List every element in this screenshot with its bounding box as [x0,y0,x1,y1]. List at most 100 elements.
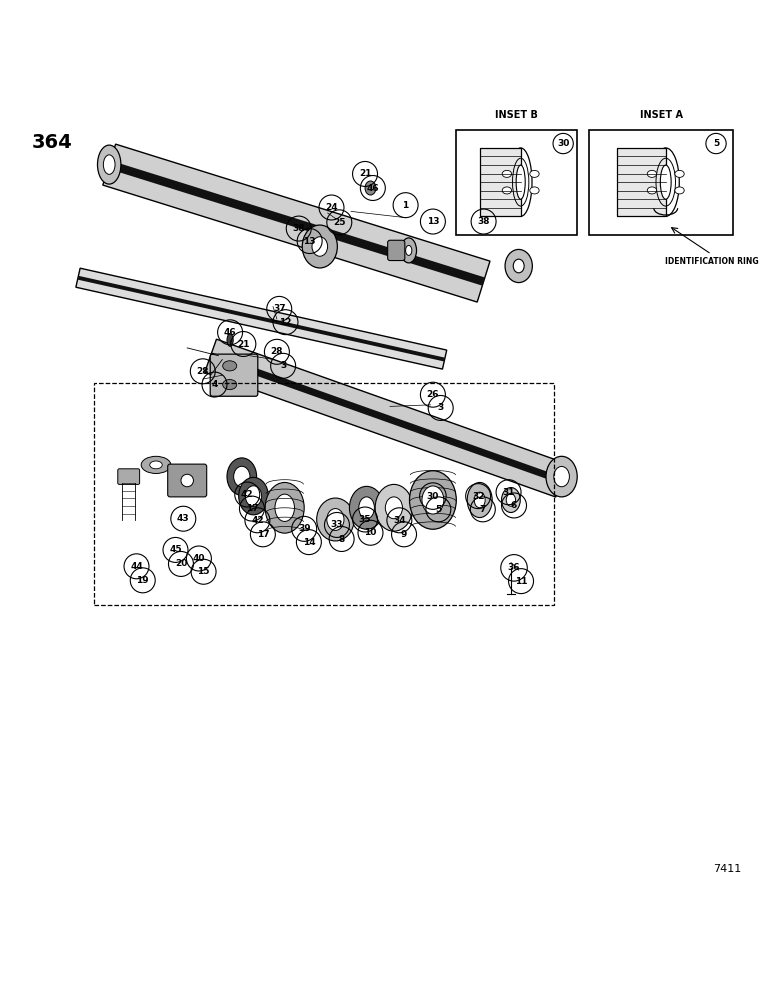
Text: 17: 17 [246,504,258,513]
Text: 44: 44 [130,562,143,571]
Ellipse shape [327,509,344,530]
Ellipse shape [375,484,413,531]
Text: 24: 24 [325,203,338,212]
Polygon shape [108,161,485,286]
Text: 30: 30 [557,139,569,148]
Ellipse shape [554,466,569,487]
Text: 42: 42 [251,516,264,525]
Ellipse shape [317,498,354,541]
Text: 15: 15 [197,567,210,576]
Text: 38: 38 [477,217,490,226]
Ellipse shape [104,155,115,174]
Text: 42: 42 [241,490,254,499]
Text: 11: 11 [515,577,527,586]
Bar [94,383,554,605]
Ellipse shape [513,259,524,273]
Text: 38: 38 [292,224,305,233]
Ellipse shape [223,361,237,371]
Ellipse shape [312,237,328,256]
Text: 12: 12 [279,318,292,327]
Ellipse shape [401,238,417,263]
FancyBboxPatch shape [168,464,207,497]
Text: 43: 43 [177,514,190,523]
Text: 4: 4 [211,380,218,389]
Text: 40: 40 [193,554,205,563]
Bar [456,130,577,235]
Ellipse shape [505,249,532,283]
Text: 36: 36 [508,563,520,572]
Text: 33: 33 [331,520,343,529]
Text: 30: 30 [427,492,439,501]
Text: 17: 17 [257,530,269,539]
Polygon shape [76,268,447,369]
Ellipse shape [223,379,237,390]
Ellipse shape [234,466,250,487]
Ellipse shape [265,482,304,533]
Text: 8: 8 [339,534,345,544]
Text: 28: 28 [197,367,209,376]
Ellipse shape [502,170,512,177]
Text: 13: 13 [427,217,439,226]
Text: 46: 46 [367,184,379,193]
Text: 34: 34 [393,516,406,525]
Ellipse shape [530,187,539,194]
Ellipse shape [406,245,412,255]
Text: 14: 14 [303,538,315,547]
Text: 28: 28 [271,347,283,356]
Text: 39: 39 [298,524,310,533]
Text: 7: 7 [480,505,486,514]
Ellipse shape [502,187,512,194]
Text: 7411: 7411 [713,864,741,874]
Text: IDENTIFICATION RING: IDENTIFICATION RING [665,257,758,266]
Polygon shape [204,339,568,497]
Text: 1: 1 [402,201,409,210]
Ellipse shape [422,486,444,514]
Text: 21: 21 [237,340,250,349]
Bar [480,148,521,216]
Ellipse shape [675,170,684,177]
Ellipse shape [98,145,121,184]
Ellipse shape [516,165,525,199]
Text: 3: 3 [280,361,286,370]
Text: 45: 45 [169,545,182,554]
Ellipse shape [349,486,384,529]
Ellipse shape [410,471,456,529]
Text: 35: 35 [359,515,371,524]
Text: 13: 13 [303,237,316,246]
Text: 9: 9 [401,530,407,539]
Text: 32: 32 [472,492,484,501]
Ellipse shape [647,170,657,177]
Text: 31: 31 [502,488,515,497]
Text: 25: 25 [333,218,346,227]
Ellipse shape [467,482,492,518]
Text: 37: 37 [273,304,285,313]
Ellipse shape [502,488,520,512]
Polygon shape [77,276,445,362]
Text: 21: 21 [359,169,371,178]
Bar [617,148,666,216]
Ellipse shape [275,494,295,521]
Ellipse shape [546,456,577,497]
Text: 5: 5 [435,505,441,514]
FancyBboxPatch shape [210,354,257,396]
Ellipse shape [246,486,261,506]
Ellipse shape [385,497,402,519]
Ellipse shape [302,225,337,268]
Ellipse shape [647,187,657,194]
Ellipse shape [227,458,257,495]
Text: 364: 364 [31,133,72,152]
Ellipse shape [359,497,374,519]
Bar [589,130,733,235]
Ellipse shape [506,494,516,506]
Text: 3: 3 [438,403,444,412]
Text: 5: 5 [713,139,719,148]
Text: 20: 20 [175,559,187,568]
Text: 19: 19 [136,576,149,585]
Ellipse shape [227,334,233,346]
Ellipse shape [150,461,162,469]
Text: INSET A: INSET A [640,110,682,120]
FancyBboxPatch shape [388,240,405,261]
Text: 46: 46 [224,328,236,337]
Ellipse shape [675,187,684,194]
Text: 6: 6 [511,501,517,510]
